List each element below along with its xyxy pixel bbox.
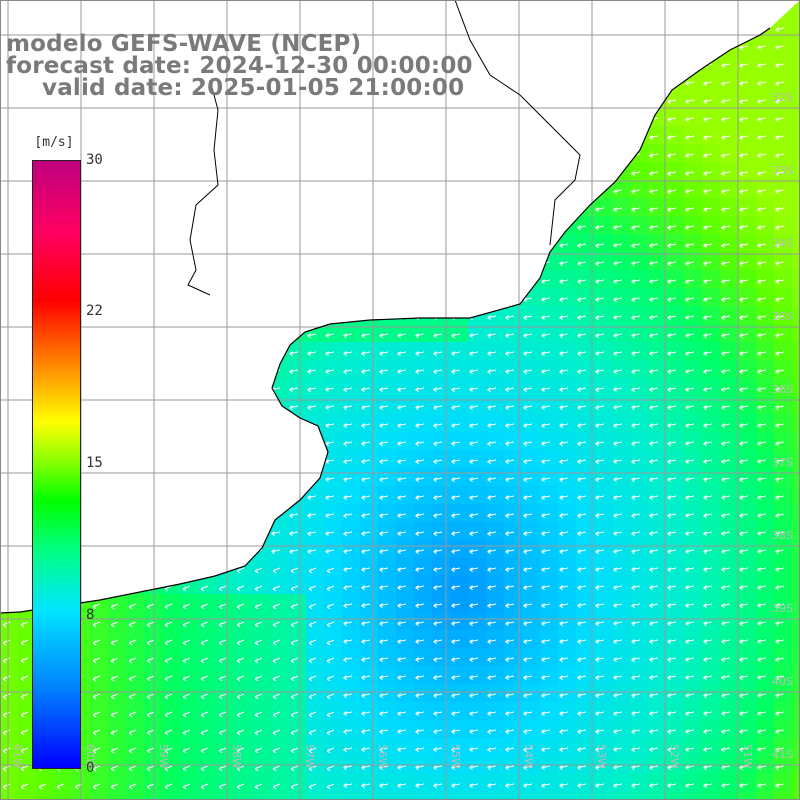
colorbar-unit: [m/s] (34, 135, 74, 150)
lat-label-36S: 36S (772, 383, 793, 396)
lon-label-54W: 54W (522, 744, 535, 769)
lat-label-32S: 32S (772, 91, 793, 104)
title-valid-date: valid date: 2025-01-05 21:00:00 (42, 75, 465, 101)
border-line-east (454, 0, 581, 246)
lon-label-57W: 57W (303, 744, 316, 769)
lat-label-37S: 37S (772, 456, 793, 469)
lon-label-61W: 61W (11, 744, 24, 769)
title-forecast-date: forecast date: 2024-12-30 00:00:00 (6, 53, 473, 79)
coastline (0, 27, 771, 614)
lat-label-39S: 39S (772, 602, 793, 615)
lat-label-33S: 33S (772, 164, 793, 177)
colorbar-tick-0: 0 (86, 760, 95, 776)
lat-label-40S: 40S (772, 675, 793, 688)
colorbar (32, 160, 81, 769)
lon-label-59W: 59W (157, 744, 170, 769)
lon-label-60W: 60W (84, 744, 97, 769)
lon-label-55W: 55W (449, 744, 462, 769)
lon-label-58W: 58W (230, 744, 243, 769)
lon-label-51W: 51W (741, 744, 754, 769)
colorbar-tick-8: 8 (86, 607, 95, 623)
lat-label-41S: 41S (772, 748, 793, 761)
colorbar-tick-15: 15 (86, 455, 103, 471)
border-line-west (187, 79, 219, 296)
lon-label-53W: 53W (595, 744, 608, 769)
lat-label-34S: 34S (772, 237, 793, 250)
colorbar-tick-22: 22 (86, 303, 103, 319)
title-model: modelo GEFS-WAVE (NCEP) (6, 31, 362, 57)
colorbar-tick-30: 30 (86, 152, 103, 168)
lat-label-38S: 38S (772, 529, 793, 542)
lat-label-35S: 35S (772, 310, 793, 323)
lon-label-56W: 56W (376, 744, 389, 769)
lon-label-52W: 52W (668, 744, 681, 769)
